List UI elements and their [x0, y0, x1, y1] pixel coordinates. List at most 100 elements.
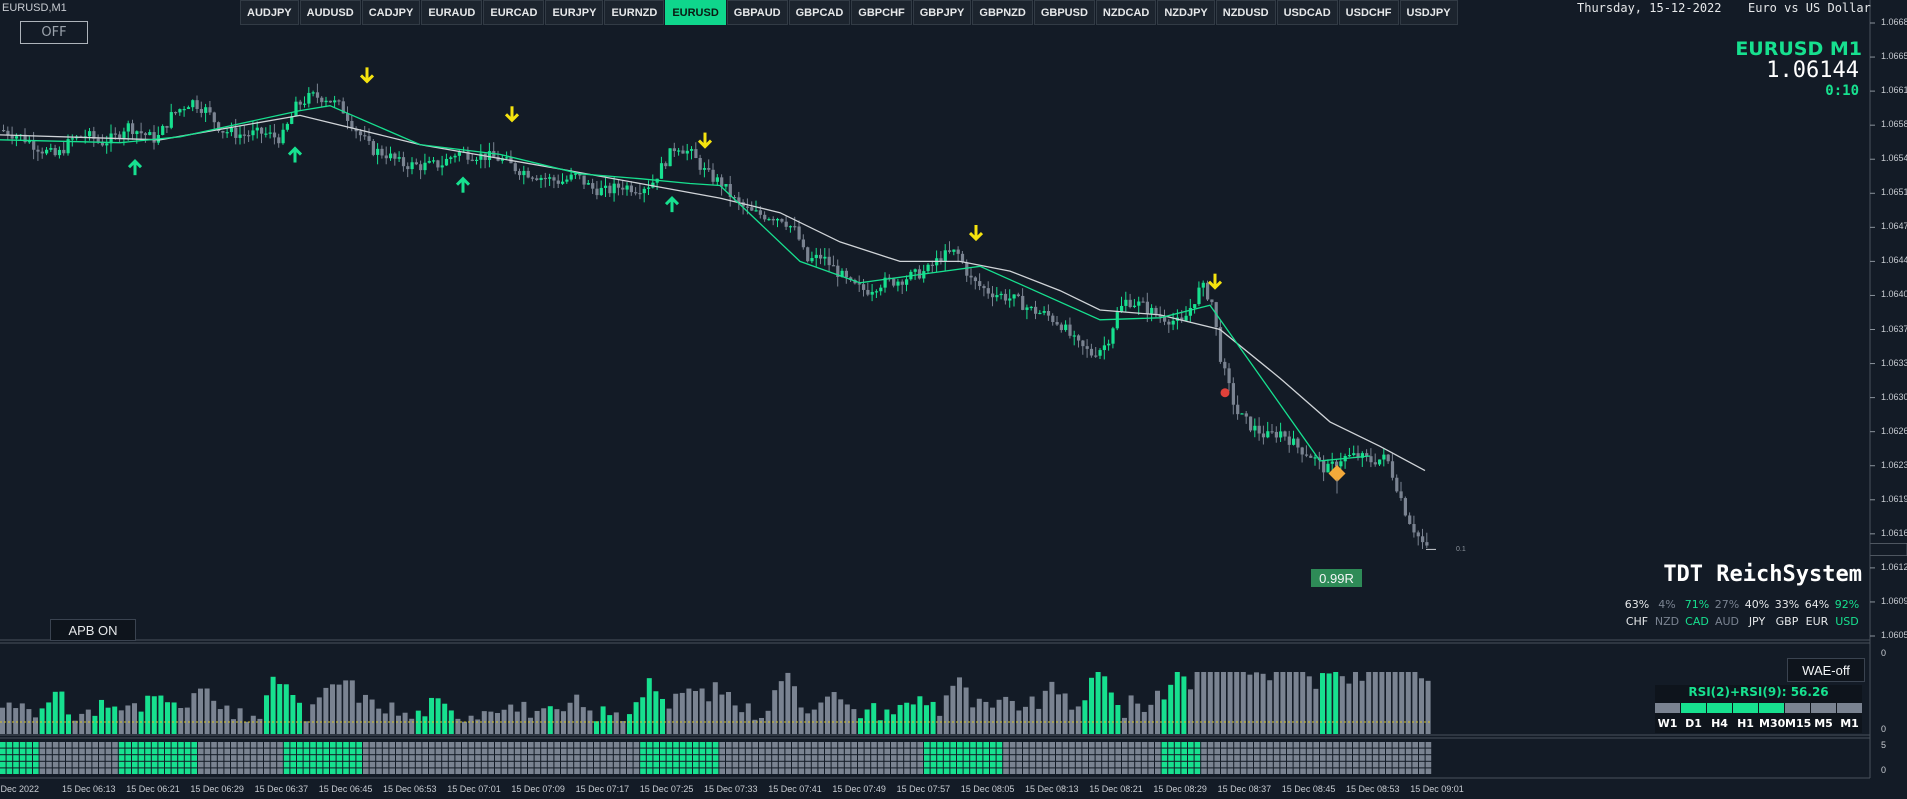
strip-cell: [851, 768, 857, 774]
candle-body: [991, 293, 995, 298]
strip-cell: [871, 761, 877, 768]
wae-bar: [699, 688, 705, 734]
strip-cell: [132, 755, 138, 761]
symbol-tab-gbpusd[interactable]: GBPUSD: [1033, 0, 1095, 25]
strip-cell: [712, 768, 719, 774]
wae-bar: [818, 702, 824, 734]
strip-cell: [679, 748, 686, 755]
symbol-tab-nzdusd[interactable]: NZDUSD: [1215, 0, 1276, 25]
symbol-tab-gbpaud[interactable]: GBPAUD: [726, 0, 788, 25]
strip-cell: [231, 755, 237, 761]
strip-cell: [838, 742, 844, 748]
timeframe-w1: W1: [1655, 703, 1680, 730]
strip-cell: [1102, 748, 1108, 755]
symbol-tab-gbpnzd[interactable]: GBPNZD: [972, 0, 1033, 25]
strip-cell: [204, 768, 211, 774]
strip-cell: [435, 755, 442, 761]
strip-cell: [349, 761, 356, 768]
wae-bar: [0, 707, 5, 734]
candle-body: [328, 100, 332, 103]
wae-bar: [620, 721, 626, 734]
strip-cell: [1399, 742, 1405, 748]
strip-cell: [1089, 761, 1095, 768]
strip-cell: [1386, 761, 1392, 768]
symbol-tab-nzdcad[interactable]: NZDCAD: [1095, 0, 1157, 25]
symbol-tab-eurjpy[interactable]: EURJPY: [545, 0, 604, 25]
candle-body: [973, 277, 977, 282]
strip-cell: [191, 742, 197, 748]
wae-bar: [191, 693, 197, 734]
symbol-tab-audusd[interactable]: AUDUSD: [299, 0, 361, 25]
strip-cell: [587, 761, 593, 768]
strip-cell: [600, 761, 607, 768]
apb-toggle-button[interactable]: APB ON: [50, 619, 136, 641]
strip-cell: [1089, 755, 1095, 761]
strip-cell: [607, 755, 613, 761]
strip-cell: [798, 748, 805, 755]
candle-body: [1085, 346, 1089, 349]
strip-cell: [462, 755, 468, 761]
strip-cell: [627, 742, 633, 748]
symbol-tab-gbpchf[interactable]: GBPCHF: [851, 0, 912, 25]
strip-cell: [151, 768, 158, 774]
symbol-tab-eurcad[interactable]: EURCAD: [483, 0, 545, 25]
strip-cell: [567, 742, 574, 748]
strip-cell: [85, 748, 92, 755]
wae-bar: [1188, 689, 1193, 734]
symbol-tab-audjpy[interactable]: AUDJPY: [240, 0, 299, 25]
strip-cell: [805, 768, 811, 774]
time-tick-label: 15 Dec 06:53: [383, 784, 437, 794]
strip-cell: [699, 742, 706, 748]
strip-cell: [204, 755, 211, 761]
strip-cell: [19, 768, 26, 774]
strip-cell: [1168, 748, 1174, 755]
wae-bar: [33, 717, 38, 734]
strip-cell: [132, 748, 138, 755]
strip-cell: [198, 748, 204, 755]
wae-bar: [1392, 672, 1398, 734]
strip-cell: [871, 748, 877, 755]
symbol-tab-eurusd[interactable]: EURUSD: [665, 0, 726, 25]
wae-bar: [270, 676, 276, 734]
strip-cell: [442, 755, 448, 761]
strip-cell: [118, 761, 125, 768]
strip-cell: [963, 755, 970, 761]
strip-cell: [772, 761, 778, 768]
strip-cell: [1333, 748, 1339, 755]
strip-cell: [165, 755, 171, 761]
candle-body: [995, 295, 999, 298]
strip-cell: [765, 768, 772, 774]
strip-cell: [1141, 755, 1148, 761]
symbol-tab-cadjpy[interactable]: CADJPY: [361, 0, 421, 25]
candle-body: [371, 141, 375, 155]
price-tick-label: 1.06335: [1881, 357, 1907, 368]
strip-cell: [547, 748, 554, 755]
strip-cell: [138, 761, 145, 768]
strip-cell: [1115, 768, 1121, 774]
off-toggle-button[interactable]: OFF: [20, 21, 88, 44]
wae-bar: [673, 693, 679, 734]
symbol-tab-usdchf[interactable]: USDCHF: [1338, 0, 1399, 25]
symbol-tab-usdjpy[interactable]: USDJPY: [1399, 0, 1458, 25]
strip-cell: [1366, 748, 1372, 755]
symbol-tab-usdcad[interactable]: USDCAD: [1276, 0, 1338, 25]
symbol-tab-gbpcad[interactable]: GBPCAD: [788, 0, 851, 25]
wae-bar: [1379, 672, 1385, 734]
wae-toggle-button[interactable]: WAE-off: [1787, 658, 1865, 682]
symbol-tab-eurnzd[interactable]: EURNZD: [604, 0, 665, 25]
strip-cell: [950, 755, 956, 761]
symbol-tab-nzdjpy[interactable]: NZDJPY: [1157, 0, 1215, 25]
candle-body: [1322, 459, 1326, 473]
timeframe-label: M15: [1785, 717, 1812, 730]
wae-bar: [633, 702, 639, 734]
strip-cell: [1003, 761, 1009, 768]
price-tick-label: 1.06265: [1881, 425, 1907, 436]
symbol-tab-gbpjpy[interactable]: GBPJPY: [912, 0, 972, 25]
symbol-tab-euraud[interactable]: EURAUD: [421, 0, 483, 25]
strip-cell: [257, 755, 263, 761]
strip-cell: [660, 748, 666, 755]
candle-body: [169, 112, 173, 128]
strip-cell: [864, 761, 871, 768]
strip-cell: [990, 761, 996, 768]
